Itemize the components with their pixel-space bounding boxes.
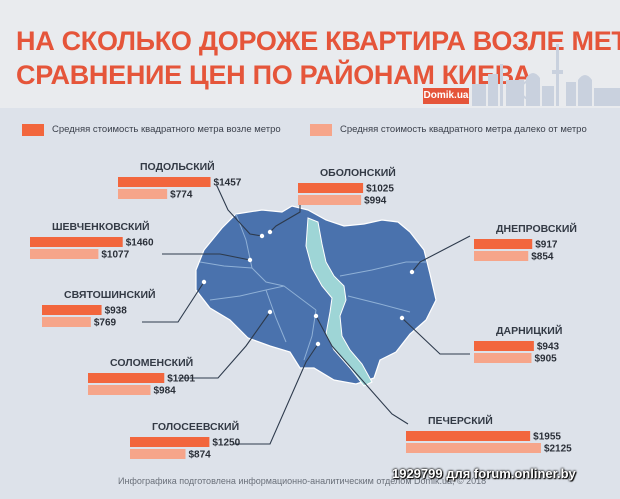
district-name-label: ПЕЧЕРСКИЙ [428, 414, 493, 427]
dnipro-river [305, 217, 373, 387]
callout-dot [247, 257, 253, 263]
callout-dot [313, 313, 319, 319]
bar-near-metro [406, 431, 531, 441]
district-name-label: ОБОЛОНСКИЙ [320, 166, 396, 179]
kyiv-skyline-icon [472, 44, 620, 106]
bar-near-metro [474, 341, 534, 351]
callout-line [178, 311, 271, 379]
callout-dot [315, 341, 321, 347]
district-border [265, 289, 287, 343]
footnote: Инфографика подготовлена информационно-а… [118, 476, 487, 486]
district-border [339, 261, 426, 277]
value-label-far: $874 [188, 450, 211, 461]
value-label-far: $774 [170, 190, 193, 201]
district-name-label: ДНЕПРОВСКИЙ [496, 222, 577, 235]
value-label-far: $854 [531, 252, 554, 263]
bar-near-metro [118, 177, 211, 187]
bar-near-metro [42, 305, 102, 315]
bar-far-from-metro [474, 251, 529, 261]
callout-line [234, 343, 319, 445]
district-border [199, 261, 253, 269]
bar-far-from-metro [118, 189, 168, 199]
bar-far-from-metro [406, 443, 541, 453]
callout-lines [142, 185, 471, 445]
callout-dot [267, 229, 273, 235]
value-label-near: $1457 [214, 178, 242, 189]
district-name-label: СВЯТОШИНСКИЙ [64, 288, 156, 301]
callout-line [269, 202, 301, 233]
header-banner: НА СКОЛЬКО ДОРОЖЕ КВАРТИРА ВОЗЛЕ МЕТРО: … [0, 0, 620, 108]
district-name-label: ШЕВЧЕНКОВСКИЙ [52, 220, 150, 233]
value-label-near: $917 [535, 240, 558, 251]
district-border [303, 309, 317, 361]
callout-line [411, 235, 471, 273]
callout-line [401, 317, 470, 355]
callout-dot [201, 279, 207, 285]
title-line-2: СРАВНЕНИЕ ЦЕН ПО РАЙОНАМ КИЕВА [16, 60, 532, 90]
bar-far-from-metro [88, 385, 151, 395]
city-outline [195, 205, 437, 385]
callout-line [315, 315, 409, 425]
bar-near-metro [30, 237, 123, 247]
callout-line [216, 185, 263, 237]
bar-far-from-metro [298, 195, 362, 205]
bar-far-from-metro [42, 317, 91, 327]
bar-near-metro [88, 373, 165, 383]
value-label-far: $984 [153, 386, 176, 397]
value-label-far: $1077 [101, 250, 129, 261]
value-label-near: $1201 [167, 374, 195, 385]
bar-far-from-metro [30, 249, 99, 259]
bar-near-metro [298, 183, 364, 193]
callout-dot [409, 269, 415, 275]
value-label-near: $1460 [126, 238, 154, 249]
bar-near-metro [474, 239, 533, 249]
value-label-near: $1025 [366, 184, 394, 195]
callout-dot [259, 233, 265, 239]
legend-swatch-near [22, 124, 44, 136]
district-border [347, 295, 411, 313]
value-label-near: $943 [537, 342, 560, 353]
callout-dot [267, 309, 273, 315]
district-name-label: ПОДОЛЬСКИЙ [140, 160, 215, 173]
district-name-label: ГОЛОСЕЕВСКИЙ [152, 420, 239, 433]
value-label-far: $2125 [544, 444, 572, 455]
callout-line [142, 281, 205, 323]
kyiv-map [195, 205, 437, 387]
callout-line [162, 253, 251, 261]
value-label-near: $938 [105, 306, 128, 317]
district-border [209, 285, 317, 311]
legend-label-near: Средняя стоимость квадратного метра возл… [52, 124, 281, 135]
callout-dot [399, 315, 405, 321]
legend-label-far: Средняя стоимость квадратного метра дале… [340, 124, 587, 135]
district-name-label: СОЛОМЕНСКИЙ [110, 356, 193, 369]
title-line-1: НА СКОЛЬКО ДОРОЖЕ КВАРТИРА ВОЗЛЕ МЕТРО: [16, 26, 620, 56]
value-label-near: $1250 [212, 438, 240, 449]
value-label-near: $1955 [533, 432, 561, 443]
district-name-label: ДАРНИЦКИЙ [496, 324, 562, 337]
bar-far-from-metro [130, 449, 186, 459]
legend-swatch-far [310, 124, 332, 136]
value-label-far: $994 [364, 196, 387, 207]
district-bars: ПОДОЛЬСКИЙ $1457 $774 ОБОЛОНСКИЙ $1025$994 ШЕ… [30, 160, 577, 461]
forum-watermark: 1929799 для forum.onliner.by [392, 466, 576, 481]
value-label-far: $905 [534, 354, 557, 365]
bar-near-metro [130, 437, 210, 447]
brand-badge: Domik.ua [423, 88, 469, 104]
bar-far-from-metro [474, 353, 532, 363]
value-label-far: $769 [94, 318, 117, 329]
